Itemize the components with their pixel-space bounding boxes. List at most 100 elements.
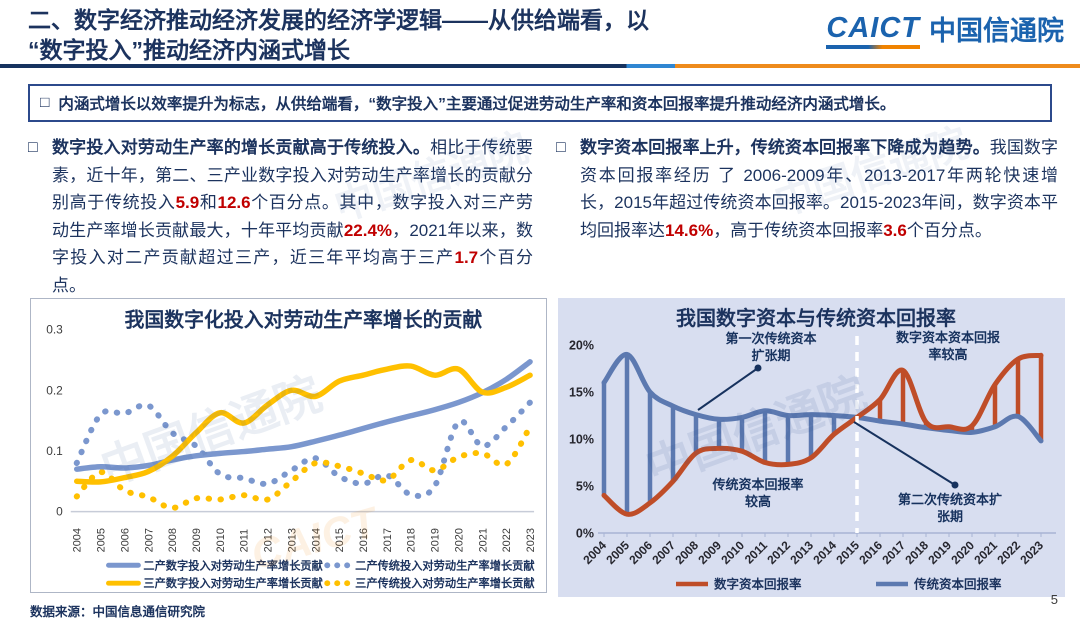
page-title: 二、数字经济推动经济发展的经济学逻辑——从供给端看，以 “数字投入”推动经济内涵…	[28, 6, 838, 66]
page-title-line2: “数字投入”推动经济内涵式增长	[28, 36, 350, 63]
capital-return-chart: 我国数字资本与传统资本回报率 0% 5% 10% 15% 20% 2004 2005 2006 2…	[558, 298, 1065, 597]
caict-logo: CAICT 中国信通院	[826, 14, 1064, 49]
left-bullet-text: 数字投入对劳动生产率的增长贡献高于传统投入。相比于传统要素，近十年，第二、三产业…	[28, 134, 533, 299]
x-tick-label: 2023	[1017, 538, 1046, 567]
x-tick-label: 2004	[580, 538, 609, 567]
text-segment: ，高于传统资本回报率	[713, 220, 884, 240]
x-tick-label: 2013	[286, 528, 298, 552]
text-segment: 数字资本回报率上升，传统资本回报率下降成为趋势。	[580, 138, 990, 157]
x-tick-label: 2005	[96, 528, 108, 552]
x-tick-label: 2010	[718, 538, 747, 567]
x-tick-label: 2008	[167, 528, 179, 552]
annotation-text: 传统资本回报率	[711, 477, 803, 492]
x-tick-label: 2014	[310, 528, 322, 552]
x-tick-label: 2019	[430, 528, 442, 552]
y-tick-label: 0	[56, 505, 63, 519]
x-tick-label: 2018	[406, 528, 418, 552]
legend-label: 传统资本回报率	[913, 577, 1002, 592]
chart-title: 我国数字化投入对劳动生产率增长的贡献	[125, 309, 483, 332]
text-segment: 个百分点。	[52, 248, 534, 295]
x-tick-label: 2023	[525, 528, 537, 552]
y-tick-label: 0%	[576, 527, 594, 541]
x-tick-label: 2004	[72, 528, 84, 552]
x-tick-label: 2021	[477, 528, 489, 552]
right-bullet-block: □ 数字资本回报率上升，传统资本回报率下降成为趋势。我国数字资本回报率经历 了 …	[556, 134, 1058, 244]
x-tick-label: 2006	[119, 528, 131, 552]
x-tick-label: 2013	[787, 538, 816, 567]
x-tick-label: 2009	[191, 528, 203, 552]
text-segment: 相比于传统要素，近十年，第二、三产业数字投入对劳动生产率增长的贡献分别高于传统投…	[52, 138, 534, 213]
text-segment: ，2021年以来，数字投入对二产贡献超过三产，近三年平均高于三产	[52, 220, 533, 268]
x-tick-label: 2014	[810, 538, 839, 567]
x-tick-label: 2012	[764, 538, 793, 567]
series-traditional	[601, 351, 1044, 444]
legend-label: 三产数字投入对劳动生产率增长贡献	[143, 576, 323, 590]
x-tick-label: 2019	[925, 538, 954, 567]
x-tick-label: 2011	[742, 538, 771, 567]
text-segment: 3.6	[883, 220, 907, 240]
x-tick-label: 2017	[382, 528, 394, 552]
text-segment: 数字投入对劳动生产率的增长贡献高于传统投入。	[52, 138, 431, 157]
left-bullet-block: □ 数字投入对劳动生产率的增长贡献高于传统投入。相比于传统要素，近十年，第二、三…	[28, 134, 533, 299]
x-tick-label: 2012	[263, 528, 275, 552]
annotation-text: 率较高	[928, 347, 967, 362]
y-tick-label: 15%	[569, 386, 594, 400]
x-tick-label: 2007	[143, 528, 155, 552]
square-bullet-icon: □	[556, 139, 566, 156]
header-divider	[0, 64, 1080, 68]
legend-label: 二产传统投入对劳动生产率增长贡献	[355, 558, 535, 572]
x-tick-label: 2022	[501, 528, 513, 552]
capital-return-chart-svg: 我国数字资本与传统资本回报率0%5%10%15%20%2004200520062…	[569, 306, 1056, 592]
summary-callout-text: 内涵式增长以效率提升为标志，从供给端看，“数字投入”主要通过促进劳动生产率和资本…	[58, 96, 896, 113]
caict-logo-mark: CAICT	[826, 14, 920, 49]
x-tick-label: 2017	[879, 538, 908, 567]
page-title-line1: 二、数字经济推动经济发展的经济学逻辑——从供给端看，以	[28, 7, 649, 33]
caict-logo-underline	[826, 45, 920, 49]
caict-logo-cn: 中国信通院	[929, 16, 1064, 46]
y-tick-label: 0.2	[46, 383, 63, 397]
x-tick-label: 2020	[948, 538, 977, 567]
labor-productivity-chart: 我国数字化投入对劳动生产率增长的贡献 0 0.1 0.2 0.3 2004 2005 2006…	[30, 298, 547, 593]
square-bullet-icon: □	[28, 139, 38, 156]
text-segment: 5.9	[175, 193, 200, 213]
page-number: 5	[1050, 592, 1058, 607]
x-tick-label: 2008	[672, 538, 701, 567]
legend-label: 二产数字投入对劳动生产率增长贡献	[143, 558, 323, 572]
y-tick-label: 0.3	[46, 323, 63, 337]
x-tick-label: 2015	[833, 538, 862, 567]
x-tick-label: 2009	[695, 538, 724, 567]
x-tick-label: 2018	[902, 538, 931, 567]
annotation-text: 扩张期	[751, 348, 790, 363]
text-segment: 14.6%	[665, 220, 714, 240]
text-segment: 1.7	[454, 248, 479, 268]
right-bullet-text: 数字资本回报率上升，传统资本回报率下降成为趋势。我国数字资本回报率经历 了 20…	[556, 134, 1058, 244]
x-tick-label: 2007	[649, 538, 678, 567]
square-bullet-icon: □	[40, 94, 50, 111]
annotation-text: 数字资本资本回报	[896, 330, 1001, 345]
text-segment: 我国数字资本回报率经历 了 2006-2009年、2013-2017年两轮快速增…	[580, 138, 1059, 240]
legend-label: 三产传统投入对劳动生产率增长贡献	[355, 576, 535, 590]
x-tick-label: 2022	[994, 538, 1023, 567]
series-2	[73, 399, 534, 499]
x-tick-label: 2016	[358, 528, 370, 552]
series-3	[73, 423, 534, 511]
x-tick-label: 2021	[971, 538, 1000, 567]
annotation-line	[853, 421, 956, 486]
annotation-line	[697, 367, 759, 411]
y-tick-label: 5%	[576, 480, 594, 494]
text-segment: 个百分点。其中，数字投入对三产劳动生产率增长贡献最大，十年平均贡献	[52, 193, 534, 240]
series-digital	[601, 352, 1044, 517]
chart-title: 我国数字资本与传统资本回报率	[676, 306, 956, 330]
text-segment: 个百分点。	[906, 220, 992, 240]
x-tick-label: 2015	[334, 528, 346, 552]
text-segment: 22.4%	[343, 220, 393, 240]
x-tick-label: 2005	[603, 538, 632, 567]
x-tick-label: 2016	[856, 538, 885, 567]
caict-logo-text: CAICT	[826, 12, 920, 44]
text-segment: 12.6	[217, 193, 251, 213]
y-tick-label: 20%	[569, 339, 594, 353]
series-1	[73, 363, 533, 485]
annotation-text: 第一次传统资本	[725, 331, 816, 346]
annotation-text: 第二次传统资本扩	[898, 492, 1002, 507]
summary-callout: □ 内涵式增长以效率提升为标志，从供给端看，“数字投入”主要通过促进劳动生产率和…	[28, 84, 1052, 122]
